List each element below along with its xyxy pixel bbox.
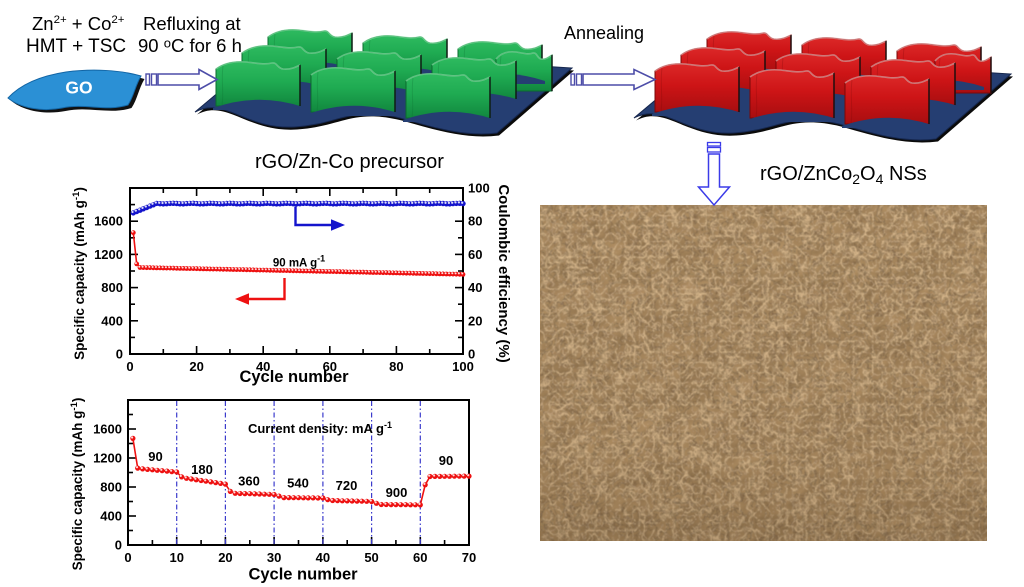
svg-text:40: 40 [316, 550, 330, 565]
svg-text:400: 400 [101, 313, 123, 328]
svg-text:0: 0 [468, 347, 475, 362]
svg-text:100: 100 [468, 181, 490, 196]
svg-text:Specific capacity (mAh g-1): Specific capacity (mAh g-1) [69, 398, 85, 571]
svg-text:1600: 1600 [94, 214, 123, 229]
svg-text:60: 60 [468, 247, 482, 262]
svg-text:Specific capacity (mAh g-1): Specific capacity (mAh g-1) [71, 187, 87, 360]
svg-text:30: 30 [267, 550, 281, 565]
svg-text:1200: 1200 [94, 247, 123, 262]
svg-text:0: 0 [124, 550, 131, 565]
svg-text:70: 70 [462, 550, 476, 565]
svg-text:90: 90 [439, 453, 453, 468]
svg-text:80: 80 [468, 214, 482, 229]
svg-text:60: 60 [323, 359, 337, 374]
svg-text:20: 20 [468, 313, 482, 328]
svg-text:Coulombic efficiency (%): Coulombic efficiency (%) [495, 184, 512, 362]
svg-text:GO: GO [65, 78, 92, 98]
svg-text:Cycle number: Cycle number [248, 566, 358, 584]
svg-text:540: 540 [287, 476, 309, 491]
svg-text:80: 80 [389, 359, 403, 374]
svg-text:1600: 1600 [93, 422, 122, 437]
svg-text:40: 40 [256, 359, 270, 374]
svg-text:50: 50 [364, 550, 378, 565]
svg-text:400: 400 [100, 509, 122, 524]
svg-text:1200: 1200 [93, 451, 122, 466]
svg-text:180: 180 [191, 462, 213, 477]
svg-text:40: 40 [468, 280, 482, 295]
svg-text:Cycle number: Cycle number [239, 368, 349, 386]
svg-text:90: 90 [148, 449, 162, 464]
svg-text:90 mA g-1: 90 mA g-1 [273, 254, 325, 270]
svg-text:20: 20 [218, 550, 232, 565]
svg-text:60: 60 [413, 550, 427, 565]
svg-text:Current density: mA g-1: Current density: mA g-1 [248, 420, 392, 436]
svg-text:900: 900 [386, 485, 408, 500]
svg-text:800: 800 [100, 480, 122, 495]
svg-text:10: 10 [169, 550, 183, 565]
svg-text:0: 0 [115, 538, 122, 553]
svg-text:0: 0 [116, 347, 123, 362]
svg-text:100: 100 [452, 359, 474, 374]
svg-text:360: 360 [238, 474, 260, 489]
svg-text:0: 0 [126, 359, 133, 374]
svg-text:720: 720 [336, 478, 358, 493]
svg-text:20: 20 [189, 359, 203, 374]
svg-text:800: 800 [101, 280, 123, 295]
